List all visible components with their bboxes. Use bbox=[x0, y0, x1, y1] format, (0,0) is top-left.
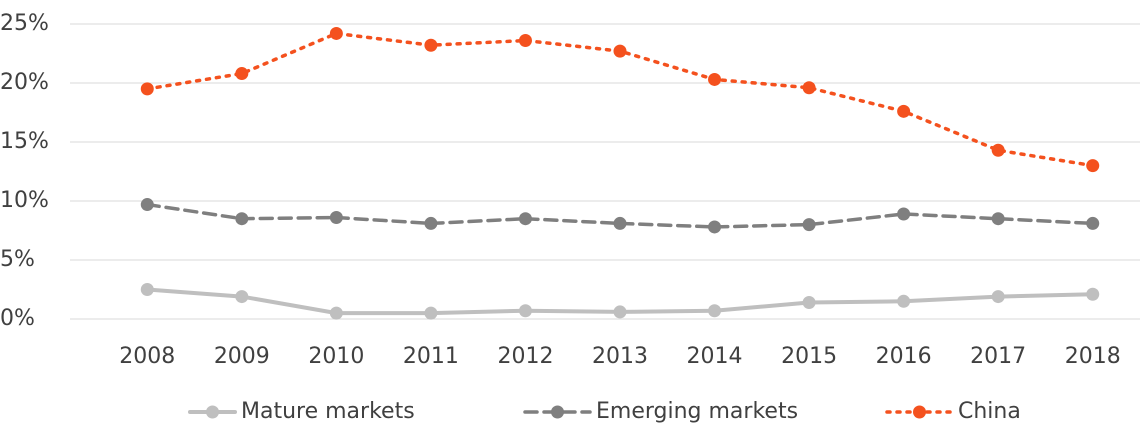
x-tick-label: 2011 bbox=[403, 344, 459, 369]
point bbox=[613, 44, 627, 58]
x-tick-label: 2010 bbox=[308, 344, 364, 369]
point bbox=[1086, 159, 1100, 173]
y-tick-label: 0% bbox=[0, 306, 35, 331]
point bbox=[329, 211, 343, 225]
point bbox=[802, 81, 816, 95]
legend-label: Emerging markets bbox=[596, 399, 798, 424]
point bbox=[140, 283, 154, 296]
point bbox=[235, 67, 249, 81]
point bbox=[424, 216, 438, 230]
x-tick-label: 2016 bbox=[876, 344, 932, 369]
point bbox=[140, 82, 154, 96]
point bbox=[518, 212, 532, 226]
point bbox=[897, 104, 911, 118]
point bbox=[235, 290, 249, 304]
legend-label: Mature markets bbox=[241, 399, 415, 424]
point bbox=[897, 294, 911, 308]
x-tick-label: 2008 bbox=[119, 344, 175, 369]
y-tick-label: 15% bbox=[0, 129, 49, 154]
legend-marker bbox=[206, 405, 219, 419]
y-tick-label: 25% bbox=[0, 11, 49, 36]
point bbox=[329, 306, 343, 320]
legend-marker bbox=[551, 405, 564, 419]
point bbox=[991, 290, 1005, 304]
point bbox=[991, 212, 1005, 226]
x-tick-label: 2015 bbox=[781, 344, 837, 369]
y-tick-label: 10% bbox=[0, 188, 49, 213]
legend-label: China bbox=[958, 399, 1021, 424]
legend-marker bbox=[913, 405, 926, 419]
point bbox=[424, 306, 438, 320]
point bbox=[802, 218, 816, 232]
y-tick-label: 5% bbox=[0, 247, 35, 272]
point bbox=[1086, 216, 1100, 230]
x-tick-label: 2013 bbox=[592, 344, 648, 369]
point bbox=[708, 304, 722, 318]
point bbox=[802, 295, 816, 309]
point bbox=[613, 305, 627, 319]
point bbox=[897, 207, 911, 221]
y-tick-label: 20% bbox=[0, 70, 49, 95]
point bbox=[518, 304, 532, 318]
point bbox=[613, 216, 627, 230]
point bbox=[1086, 287, 1100, 301]
x-tick-label: 2009 bbox=[214, 344, 270, 369]
x-tick-label: 2012 bbox=[497, 344, 553, 369]
point bbox=[708, 72, 722, 86]
point bbox=[991, 143, 1005, 157]
point bbox=[329, 26, 343, 40]
x-tick-label: 2017 bbox=[970, 344, 1026, 369]
point bbox=[140, 198, 154, 212]
point bbox=[708, 220, 722, 234]
point bbox=[235, 212, 249, 226]
x-tick-label: 2014 bbox=[687, 344, 743, 369]
x-tick-label: 2018 bbox=[1065, 344, 1121, 369]
point bbox=[518, 34, 532, 48]
point bbox=[424, 38, 438, 52]
